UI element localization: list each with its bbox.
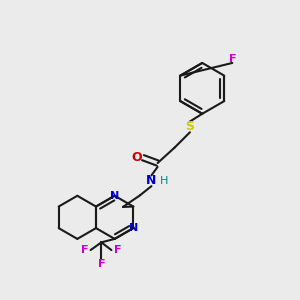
Text: F: F [114, 245, 121, 255]
Text: N: N [146, 174, 157, 187]
Text: S: S [185, 120, 194, 134]
Text: H: H [160, 176, 168, 186]
Text: F: F [98, 259, 105, 269]
Text: F: F [81, 245, 88, 255]
Text: N: N [110, 191, 119, 201]
Text: N: N [129, 223, 138, 233]
Text: F: F [229, 54, 236, 64]
Text: O: O [131, 151, 142, 164]
